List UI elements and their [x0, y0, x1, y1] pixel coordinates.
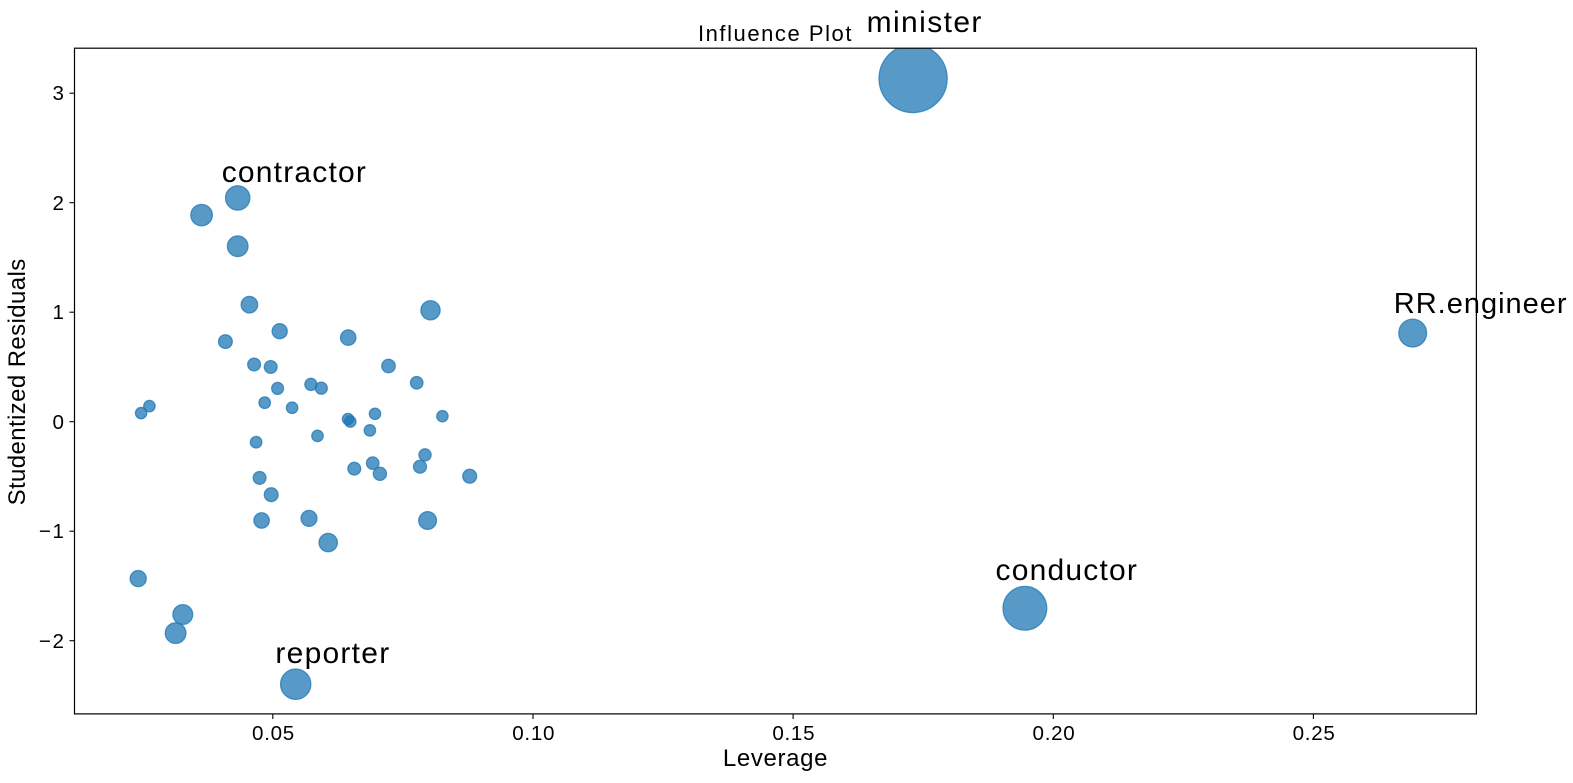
svg-text:0.15: 0.15 [772, 722, 815, 745]
svg-text:0.25: 0.25 [1293, 722, 1336, 745]
svg-text:contractor: contractor [222, 156, 367, 189]
svg-text:2: 2 [53, 630, 64, 653]
svg-text:−: − [39, 520, 51, 543]
svg-text:Influence Plot: Influence Plot [698, 21, 853, 46]
svg-text:minister: minister [867, 6, 983, 39]
svg-text:Leverage: Leverage [723, 745, 828, 772]
svg-text:0.10: 0.10 [512, 722, 555, 745]
svg-text:RR.engineer: RR.engineer [1394, 288, 1568, 320]
svg-text:3: 3 [53, 82, 64, 105]
svg-text:conductor: conductor [996, 554, 1139, 587]
svg-text:1: 1 [53, 520, 64, 543]
svg-text:reporter: reporter [275, 637, 390, 670]
svg-text:2: 2 [53, 192, 64, 215]
svg-text:Studentized Residuals: Studentized Residuals [4, 258, 31, 505]
svg-text:0: 0 [53, 411, 64, 434]
svg-text:0.05: 0.05 [252, 722, 295, 745]
svg-text:−: − [39, 630, 51, 653]
svg-text:0.20: 0.20 [1033, 722, 1076, 745]
svg-text:1: 1 [53, 301, 64, 324]
